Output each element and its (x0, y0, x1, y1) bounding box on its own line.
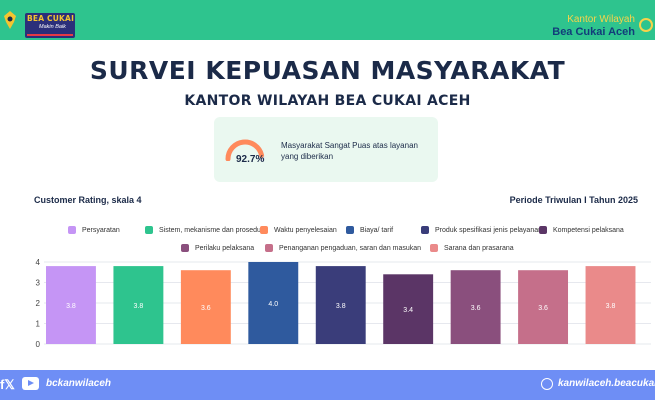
legend-item: Penanganan pengaduan, saran dan masukan (265, 244, 421, 252)
bar-value-label: 3.8 (66, 303, 76, 310)
legend-label: Sarana dan prasarana (444, 244, 514, 252)
youtube-icon (22, 377, 39, 390)
satisfaction-gauge-icon (225, 139, 265, 161)
legend-swatch (145, 226, 153, 234)
social-handle: bckanwilaceh (46, 378, 112, 389)
y-tick-label: 0 (36, 340, 41, 349)
legend-label: Persyaratan (82, 226, 120, 234)
bar (450, 270, 501, 344)
bar-value-label: 3.4 (403, 307, 413, 314)
office-seal-icon (639, 18, 653, 32)
bar (585, 266, 636, 344)
legend-label: Waktu penyelesaian (274, 226, 337, 234)
satisfaction-percent: 92.7% (236, 154, 265, 165)
website-url: kanwilaceh.beacukai.go.id (558, 378, 655, 389)
office-line-2: Bea Cukai Aceh (552, 26, 635, 38)
legend-swatch (260, 226, 268, 234)
chart-label-left: Customer Rating, skala 4 (34, 195, 142, 205)
legend-swatch (346, 226, 354, 234)
footer-bar: f𝕏 bckanwilaceh kanwilaceh.beacukai.go.i… (0, 370, 655, 400)
bar (46, 266, 96, 344)
bar-value-label: 3.6 (201, 305, 211, 312)
satisfaction-card: 92.7% Masyarakat Sangat Puas atas layana… (214, 117, 438, 182)
social-icons: f𝕏 (0, 377, 15, 392)
legend-item: Waktu penyelesaian (260, 226, 337, 234)
legend-item: Perilaku pelaksana (181, 244, 254, 252)
office-name: Kantor Wilayah Bea Cukai Aceh (552, 14, 635, 38)
legend-swatch (421, 226, 429, 234)
y-tick-label: 2 (36, 299, 41, 308)
gauge-fill (225, 139, 265, 161)
logo-subtitle: Makin Baik (39, 24, 66, 30)
legend-item: Produk spesifikasi jenis pelayanan (421, 226, 542, 234)
legend-item: Kompetensi pelaksana (539, 226, 624, 234)
legend-swatch (539, 226, 547, 234)
bar-value-label: 3.8 (336, 303, 346, 310)
legend-label: Biaya/ tarif (360, 226, 394, 234)
bar-value-label: 3.8 (606, 303, 616, 310)
bar (113, 266, 164, 344)
bar (383, 274, 434, 344)
bar-chart: 0 1 2 3 4 3.8 3.8 3.6 4.0 3.8 3.4 3.6 3.6 3.8 (36, 258, 651, 349)
bar (248, 262, 299, 344)
legend-item: Persyaratan (68, 226, 120, 234)
y-tick-label: 1 (36, 320, 41, 329)
legend-swatch (68, 226, 76, 234)
bar-value-label: 3.6 (538, 305, 548, 312)
satisfaction-text: Masyarakat Sangat Puas atas layanan yang… (281, 141, 418, 161)
page-title: SURVEI KEPUASAN MASYARAKAT (89, 56, 566, 85)
legend-label: Kompetensi pelaksana (553, 226, 624, 234)
bea-cukai-logo: BEA CUKAI Makin Baik (25, 13, 75, 38)
y-tick-label: 3 (36, 279, 41, 288)
logo-title: BEA CUKAI (27, 14, 75, 23)
legend-swatch (181, 244, 189, 252)
legend-item: Biaya/ tarif (346, 226, 393, 234)
legend-label: Sistem, mekanisme dan prosedur (159, 226, 264, 234)
legend-item: Sarana dan prasarana (430, 244, 514, 252)
y-tick-label: 4 (36, 258, 41, 267)
bar-value-label: 4.0 (268, 301, 278, 308)
legend-label: Produk spesifikasi jenis pelayanan (435, 226, 543, 234)
legend-swatch (265, 244, 273, 252)
bar (315, 266, 366, 344)
page-subtitle: KANTOR WILAYAH BEA CUKAI ACEH (184, 93, 471, 109)
bar-value-label: 3.8 (134, 303, 144, 310)
bar (180, 270, 231, 344)
legend-item: Sistem, mekanisme dan prosedur (145, 226, 263, 234)
legend-label: Penanganan pengaduan, saran dan masukan (279, 244, 422, 252)
globe-icon (541, 378, 553, 390)
bar (518, 270, 569, 344)
header-bar: BEA CUKAI Makin Baik Kantor Wilayah Bea … (0, 0, 655, 40)
legend-label: Perilaku pelaksana (195, 244, 255, 252)
office-line-1: Kantor Wilayah (567, 14, 635, 25)
garuda-emblem-icon (4, 11, 16, 29)
chart-label-right: Periode Triwulan I Tahun 2025 (509, 195, 638, 205)
legend-swatch (430, 244, 438, 252)
bar-value-label: 3.6 (471, 305, 481, 312)
